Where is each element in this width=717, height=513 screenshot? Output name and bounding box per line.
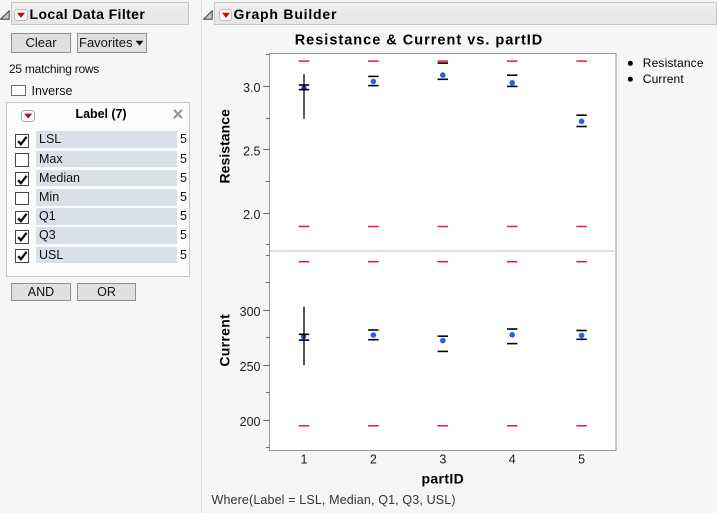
svg-text:4: 4: [509, 453, 516, 467]
svg-text:2.0: 2.0: [243, 208, 260, 222]
svg-text:3: 3: [439, 453, 446, 467]
svg-text:Resistance: Resistance: [643, 56, 704, 70]
svg-text:Resistance & Current vs. partI: Resistance & Current vs. partID: [295, 33, 544, 49]
svg-text:5: 5: [578, 453, 585, 467]
svg-text:200: 200: [240, 415, 261, 429]
svg-text:partID: partID: [422, 471, 465, 487]
svg-text:250: 250: [240, 360, 261, 374]
svg-text:Resistance: Resistance: [216, 109, 232, 184]
svg-text:2: 2: [370, 453, 377, 467]
svg-text:300: 300: [240, 305, 261, 319]
svg-text:3.0: 3.0: [243, 81, 260, 95]
svg-text:2.5: 2.5: [243, 145, 260, 159]
svg-text:Where(Label = LSL, Median, Q1,: Where(Label = LSL, Median, Q1, Q3, USL): [212, 493, 456, 507]
svg-text:1: 1: [301, 453, 308, 467]
svg-text:Current: Current: [643, 72, 685, 86]
svg-text:Current: Current: [216, 314, 232, 367]
